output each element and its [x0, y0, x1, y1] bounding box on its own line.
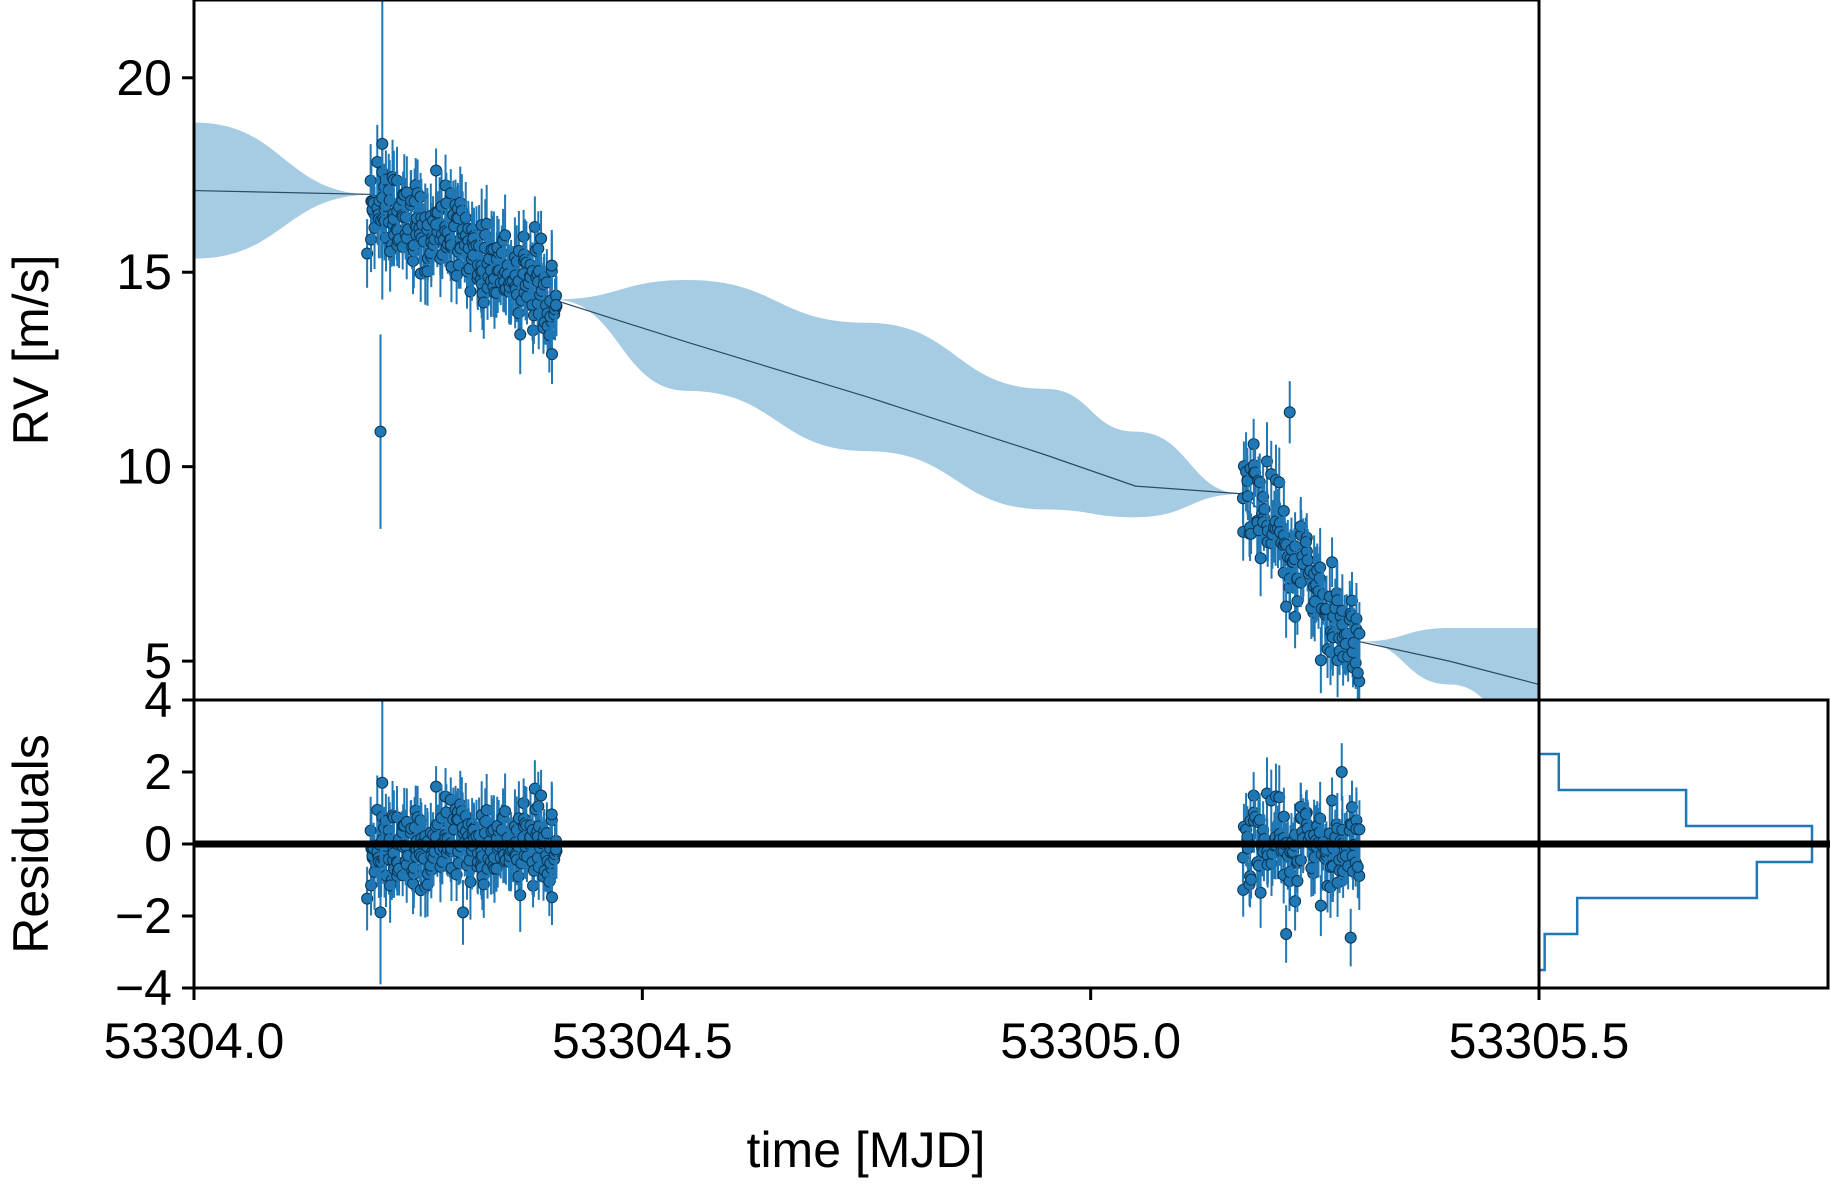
x-tick-label: 53305.5 [1449, 1013, 1630, 1069]
residual-point [1314, 899, 1327, 912]
rv-point [399, 211, 412, 224]
residual-point [480, 804, 493, 817]
residual-point [1254, 886, 1267, 899]
residual-point [535, 789, 548, 802]
residuals-y-axis-label: Residuals [3, 734, 59, 954]
residual-histogram-panel [1537, 698, 1830, 990]
model-uncertainty-band [194, 122, 1539, 700]
rv-point [1241, 490, 1254, 503]
residual-outlier-point [376, 776, 389, 789]
rv-point [480, 217, 493, 230]
residual-point [361, 892, 374, 905]
rv-outlier-point [376, 137, 389, 150]
rv-point [1260, 455, 1273, 468]
residual-outlier-point [374, 906, 387, 919]
rv-point [1294, 520, 1307, 533]
rv-point [1351, 666, 1364, 679]
residuals-panel: −4 −2 0 2 4 53304.0 53304.5 53305.0 53305.5 Res… [3, 672, 1629, 1178]
residual-point [543, 875, 556, 888]
rv-point [1353, 627, 1366, 640]
residuals-y-axis: −4 −2 0 2 4 [115, 672, 194, 1016]
residual-outlier-point [1335, 766, 1348, 778]
rv-panel: 5 10 15 20 RV [m/s] [3, 0, 1541, 702]
residual-y-tick-label: 2 [144, 744, 172, 800]
rv-y-axis: 5 10 15 20 [116, 50, 194, 689]
rv-y-tick-label: 10 [116, 439, 172, 495]
residual-point [545, 808, 558, 821]
rv-point [549, 299, 562, 312]
residual-y-tick-label: −2 [115, 888, 172, 944]
rv-y-tick-label: 15 [116, 244, 172, 300]
residual-y-tick-label: −4 [115, 960, 172, 1016]
rv-outlier-point [1283, 406, 1296, 419]
time-x-axis: 53304.0 53304.5 53305.0 53305.5 [104, 988, 1630, 1069]
residual-outlier-point [1280, 928, 1293, 940]
rv-point [499, 229, 512, 242]
rv-point [1254, 552, 1267, 565]
rv-point [1299, 535, 1312, 548]
rv-point [430, 164, 443, 177]
x-axis-label: time [MJD] [747, 1122, 986, 1178]
rv-y-tick-label: 5 [144, 633, 172, 689]
histogram-panel-frame [1537, 698, 1830, 990]
residual-point [1289, 895, 1302, 908]
rv-point [535, 232, 548, 245]
rv-point [545, 348, 558, 361]
residual-point [514, 889, 527, 902]
rv-point [514, 328, 527, 341]
rv-point [1289, 610, 1302, 623]
rv-points-layer [361, 0, 1366, 700]
rv-point [361, 247, 374, 260]
residual-point [1245, 873, 1258, 886]
residual-histogram-steps [1539, 752, 1814, 972]
residual-point [1345, 801, 1358, 814]
rv-point [545, 259, 558, 272]
rv-outlier-point [374, 425, 387, 438]
rv-y-axis-label: RV [m/s] [3, 255, 59, 446]
rv-outlier-point [1280, 600, 1293, 613]
rv-point [543, 329, 556, 342]
rv-point [1294, 576, 1307, 589]
x-tick-label: 53305.0 [1000, 1013, 1181, 1069]
residual-point [499, 805, 512, 818]
rv-y-tick-label: 20 [116, 50, 172, 106]
residual-point [545, 891, 558, 904]
residual-y-tick-label: 0 [144, 816, 172, 872]
residual-y-tick-label: 4 [144, 672, 172, 728]
rv-point [1314, 654, 1327, 667]
rv-point [371, 156, 384, 169]
residual-outlier-point [457, 906, 469, 919]
residual-point [1351, 860, 1364, 873]
x-tick-label: 53304.5 [552, 1013, 733, 1069]
residual-outlier-point [1344, 931, 1357, 944]
residual-point [1331, 876, 1344, 889]
residual-point [1353, 823, 1366, 836]
rv-point [1301, 554, 1314, 567]
x-tick-label: 53304.0 [104, 1013, 285, 1069]
residual-point [1294, 854, 1307, 867]
rv-point [1345, 594, 1358, 607]
residual-point [430, 780, 443, 793]
